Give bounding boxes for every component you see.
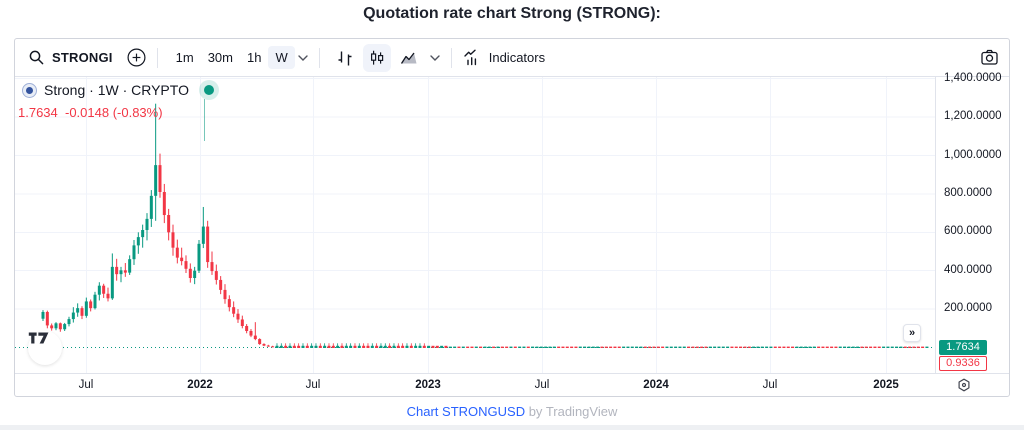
tradingview-logo[interactable] [28, 331, 62, 365]
y-axis-label: 600.0000 [944, 225, 992, 238]
chart-area: Strong · 1W · CRYPTO 1.7634 -0.0148 (-0.… [15, 72, 1009, 396]
secondary-price-badge: 0.9336 [939, 355, 987, 371]
indicators-label: Indicators [488, 50, 546, 65]
time-axis[interactable]: Jul 2022 Jul 2023 Jul 2024 Jul 2025 [15, 373, 1009, 396]
interval-button-1h[interactable]: 1h [246, 50, 262, 65]
attribution-footer: Chart STRONGUSD by TradingView [0, 404, 1024, 419]
x-axis-label: Jul [305, 379, 321, 391]
y-axis-label: 1,200.0000 [944, 110, 1002, 123]
interval-group: 1m 30m 1h W [169, 46, 295, 69]
y-axis-label: 1,400.0000 [944, 71, 1002, 84]
x-axis-label: 2022 [187, 379, 213, 391]
x-axis-label: 2024 [643, 379, 669, 391]
chart-style-candles-button[interactable] [362, 43, 391, 72]
tradingview-widget: STRONGI 1m 30m 1h W Indicators [14, 38, 1010, 397]
page-title: Quotation rate chart Strong (STRONG): [363, 5, 661, 22]
chart-style-bars-button[interactable] [331, 44, 359, 72]
status-dot-trail [204, 99, 205, 141]
jump-to-recent-button[interactable]: » [903, 324, 921, 342]
camera-snapshot-icon[interactable] [980, 48, 999, 67]
bottom-strip [0, 425, 1024, 430]
axis-settings-gear-icon[interactable] [955, 376, 973, 394]
market-status-dot-icon [203, 85, 214, 95]
byline: by TradingView [525, 404, 618, 419]
toolbar-separator [318, 47, 320, 68]
x-axis-label: 2023 [415, 379, 441, 391]
strong-token-logo-icon [22, 82, 37, 98]
toolbar-separator [156, 47, 158, 68]
x-axis-label: Jul [78, 379, 94, 391]
x-axis-label: Jul [762, 379, 778, 391]
symbol-query: STRONGI [52, 50, 113, 65]
series-title: Strong · 1W · CRYPTO [44, 82, 189, 98]
candles-svg [15, 77, 935, 373]
y-axis-label: 1,000.0000 [944, 148, 1002, 161]
chart-style-area-button[interactable] [395, 44, 423, 72]
chart-symbol-link[interactable]: Chart STRONGUSD [406, 404, 526, 419]
y-axis-label: 200.0000 [944, 302, 992, 315]
interval-chevron-down-icon[interactable] [298, 54, 308, 61]
indicators-button[interactable]: Indicators [463, 48, 545, 67]
chart-toolbar: STRONGI 1m 30m 1h W Indicators [15, 39, 1009, 77]
compare-add-symbol-button[interactable] [127, 48, 146, 67]
y-axis-label: 400.0000 [944, 263, 992, 276]
search-icon [28, 49, 45, 66]
series-legend[interactable]: Strong · 1W · CRYPTO [22, 82, 214, 98]
indicators-icon [463, 48, 482, 67]
interval-button-W[interactable]: W [268, 46, 295, 69]
symbol-search[interactable]: STRONGI [28, 49, 113, 66]
interval-button-1m[interactable]: 1m [175, 50, 194, 65]
current-price-badge: 1.7634 [939, 339, 987, 355]
x-axis-label: 2025 [873, 379, 899, 391]
y-axis-label: 800.0000 [944, 186, 992, 199]
chart-style-chevron-down-icon[interactable] [430, 54, 440, 61]
candlestick-plot[interactable]: Strong · 1W · CRYPTO 1.7634 -0.0148 (-0.… [15, 77, 935, 373]
price-axis[interactable]: 1,400.0000 1,200.0000 1,000.0000 800.0000 60… [935, 72, 1009, 373]
interval-button-30m[interactable]: 30m [207, 50, 233, 65]
x-axis-label: Jul [534, 379, 550, 391]
toolbar-separator [450, 47, 452, 68]
series-values: 1.7634 -0.0148 (-0.83%) [18, 105, 163, 120]
